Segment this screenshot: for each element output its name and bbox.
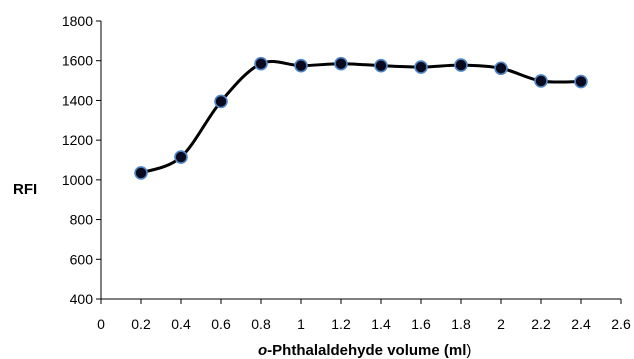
y-tick-label: 1000 — [62, 172, 93, 188]
data-point — [574, 74, 588, 89]
y-tick-label: 400 — [70, 291, 94, 307]
y-tick-label: 1800 — [62, 13, 93, 29]
data-point — [174, 150, 188, 164]
x-tick-label: 2.2 — [531, 316, 551, 332]
x-axis: 0 0.2 0.4 0.6 0.8 1 1.2 1.4 1.6 1.8 2 2.2 2.4 2.6 — [97, 298, 631, 332]
data-point — [294, 58, 308, 73]
x-tick-label: 2 — [497, 316, 505, 332]
y-tick-label: 600 — [70, 251, 94, 267]
x-axis-title-suffix: ) — [466, 342, 471, 359]
data-point — [494, 61, 508, 76]
x-tick-label: 1.2 — [331, 316, 351, 332]
y-tick-label: 1600 — [62, 53, 93, 69]
x-tick-label: 1 — [297, 316, 305, 332]
x-tick-label: 0.8 — [251, 316, 271, 332]
x-tick-label: 0.2 — [131, 316, 151, 332]
data-point — [334, 56, 348, 71]
data-point — [214, 94, 228, 109]
x-tick-label: 2.6 — [611, 316, 631, 332]
data-point — [534, 74, 548, 88]
x-tick-label: 0.6 — [211, 316, 231, 332]
data-point — [134, 166, 148, 180]
x-axis-title-main-part: -Phthalaldehyde volume (ml — [267, 342, 466, 359]
series-line — [140, 59, 582, 175]
y-axis: 400 600 800 1000 1200 1400 1600 1800 — [62, 13, 102, 307]
x-tick-label: 0 — [97, 316, 105, 332]
x-axis-title-italic-part: o — [258, 342, 267, 359]
x-tick-label: 1.4 — [371, 316, 391, 332]
x-axis-title: o-Phthalaldehyde volume (ml) — [258, 342, 471, 359]
y-tick-label: 1400 — [62, 92, 93, 108]
x-tick-label: 2.4 — [571, 316, 591, 332]
x-tick-label: 1.8 — [451, 316, 471, 332]
y-tick-label: 1200 — [62, 132, 93, 148]
x-tick-label: 1.6 — [411, 316, 431, 332]
x-tick-label: 0.4 — [171, 316, 191, 332]
data-point — [454, 58, 468, 72]
y-axis-title: RFI — [13, 181, 37, 198]
series-markers — [134, 56, 588, 180]
data-point — [374, 58, 388, 73]
data-point — [414, 60, 428, 74]
data-point — [254, 56, 268, 71]
y-tick-label: 800 — [70, 212, 94, 228]
